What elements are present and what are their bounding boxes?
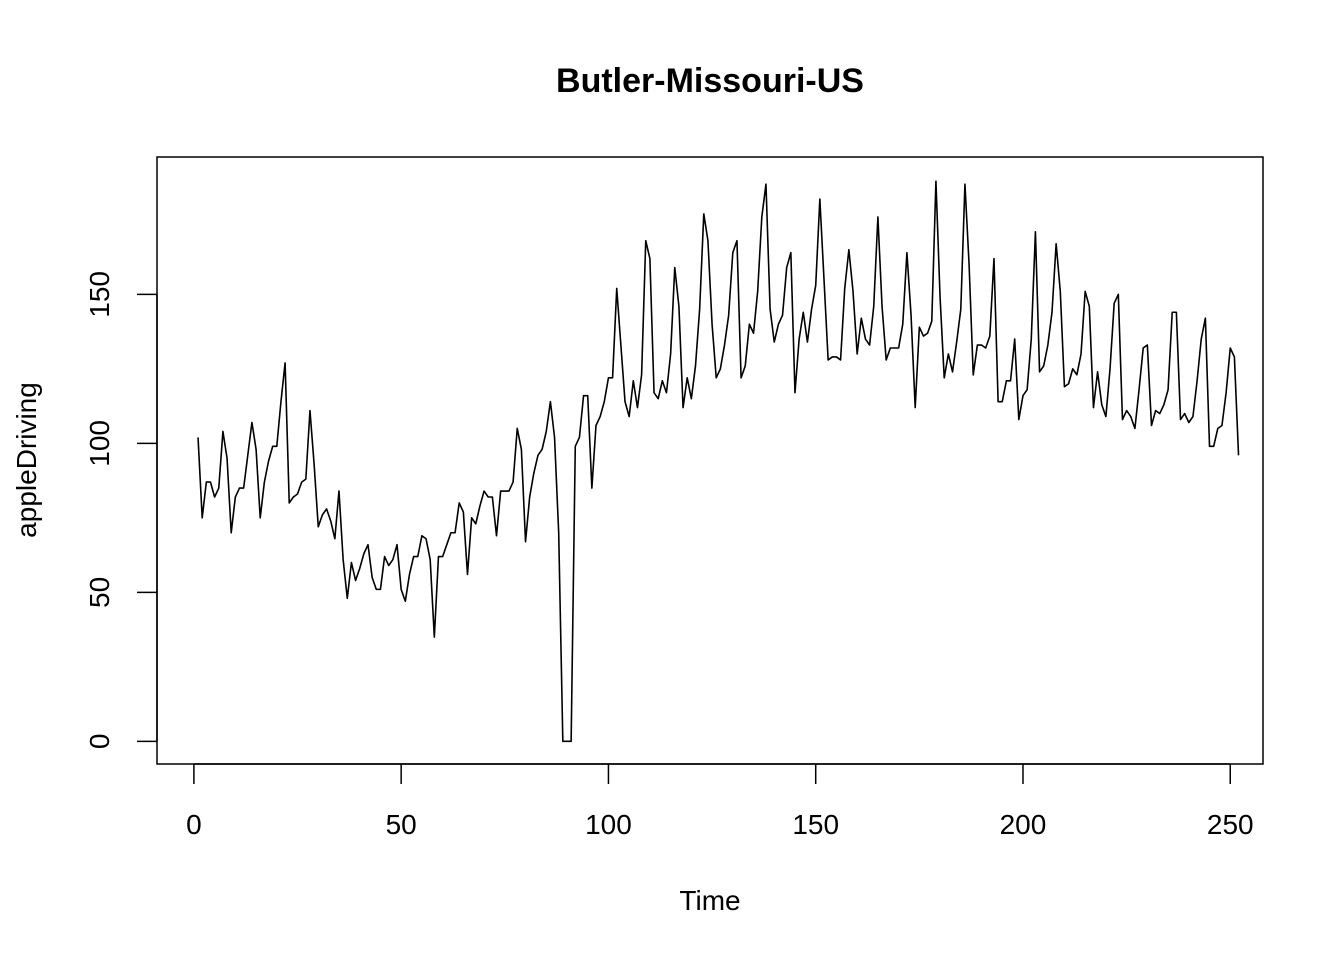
chart-title: Butler-Missouri-US (556, 62, 864, 100)
x-axis: 0 50 100 150 200 250 (186, 763, 1254, 840)
y-tick-label: 100 (84, 420, 115, 467)
y-axis: 0 50 100 150 (84, 271, 158, 750)
x-axis-label: Time (679, 885, 740, 916)
x-tick-label: 50 (386, 809, 417, 840)
y-tick-label: 150 (84, 271, 115, 318)
x-tick-label: 100 (585, 809, 632, 840)
x-tick-label: 0 (186, 809, 202, 840)
x-tick-label: 250 (1207, 809, 1254, 840)
series-layer (197, 180, 1240, 743)
plot-frame (156, 156, 1264, 765)
y-tick-label: 0 (84, 734, 115, 750)
y-axis-label: appleDriving (11, 382, 42, 538)
series-line-0 (197, 180, 1240, 743)
x-tick-label: 150 (792, 809, 839, 840)
x-tick-label: 200 (1000, 809, 1047, 840)
y-tick-label: 50 (84, 577, 115, 608)
